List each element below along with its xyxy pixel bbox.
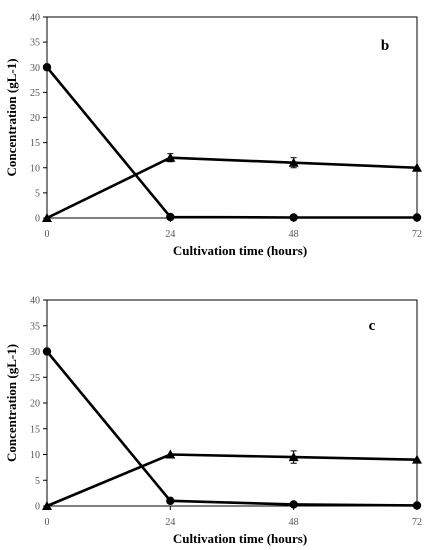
y-tick-label: 25 <box>30 373 40 384</box>
data-point-circle <box>42 63 52 72</box>
y-tick-label: 30 <box>30 347 40 358</box>
y-tick-label: 40 <box>30 13 40 24</box>
data-point-circle <box>412 501 422 510</box>
x-tick-label: 48 <box>289 229 299 240</box>
y-tick-label: 30 <box>30 63 40 74</box>
x-tick-label: 0 <box>45 517 50 528</box>
x-tick-label: 0 <box>45 229 50 240</box>
panel-label: b <box>381 38 389 54</box>
plot-frame <box>46 299 418 507</box>
y-tick-label: 40 <box>30 296 40 307</box>
y-tick-label: 10 <box>30 450 40 461</box>
y-tick-label: 35 <box>30 321 40 332</box>
data-point-triangle <box>412 454 422 464</box>
data-point-circle <box>166 212 175 222</box>
y-tick-label: 35 <box>30 38 40 49</box>
plot-frame <box>46 16 418 219</box>
y-tick-label: 25 <box>30 88 40 99</box>
y-tick-label: 0 <box>35 502 40 513</box>
x-tick-label: 72 <box>412 229 422 240</box>
data-point-triangle <box>165 449 176 459</box>
data-point-circle <box>166 496 175 506</box>
series-line-circle <box>45 350 418 507</box>
series-line-triangle <box>46 156 418 220</box>
y-tick-label: 15 <box>30 138 40 149</box>
y-tick-label: 5 <box>35 476 40 487</box>
y-tick-label: 10 <box>30 163 40 174</box>
x-tick-label: 24 <box>165 229 175 240</box>
series-line-circle <box>45 66 417 219</box>
y-tick-label: 20 <box>30 399 40 410</box>
y-tick-label: 5 <box>35 188 40 199</box>
data-point-circle <box>289 500 298 509</box>
data-point-circle <box>289 213 298 222</box>
y-tick-label: 0 <box>35 214 40 225</box>
panel-b: 0 5 10 15 20 25 30 35 40 0 24 48 72 Cultivation time … <box>4 13 422 258</box>
x-tick-label: 48 <box>289 517 299 528</box>
data-point-circle <box>42 347 52 356</box>
x-axis-title: Cultivation time (hours) <box>173 243 307 258</box>
series-line-triangle <box>46 453 418 508</box>
y-tick-label: 15 <box>30 424 40 435</box>
data-point-triangle <box>288 452 299 462</box>
y-axis-title: Concentration (gL-1) <box>4 58 19 176</box>
y-axis-title: Concentration (gL-1) <box>4 344 19 462</box>
data-point-triangle <box>42 213 52 222</box>
data-point-triangle <box>288 157 299 167</box>
x-tick-label: 72 <box>412 517 422 528</box>
y-tick-label: 20 <box>30 113 40 124</box>
data-point-circle <box>412 213 422 222</box>
data-point-triangle <box>412 162 422 172</box>
data-point-triangle <box>42 501 52 510</box>
panel-label: c <box>369 318 376 334</box>
x-axis-title: Cultivation time (hours) <box>173 531 307 546</box>
data-point-triangle <box>165 152 176 162</box>
x-tick-label: 24 <box>165 517 175 528</box>
panel-c: 0 5 10 15 20 25 30 35 40 0 24 48 72 Cultivation time … <box>4 296 422 546</box>
